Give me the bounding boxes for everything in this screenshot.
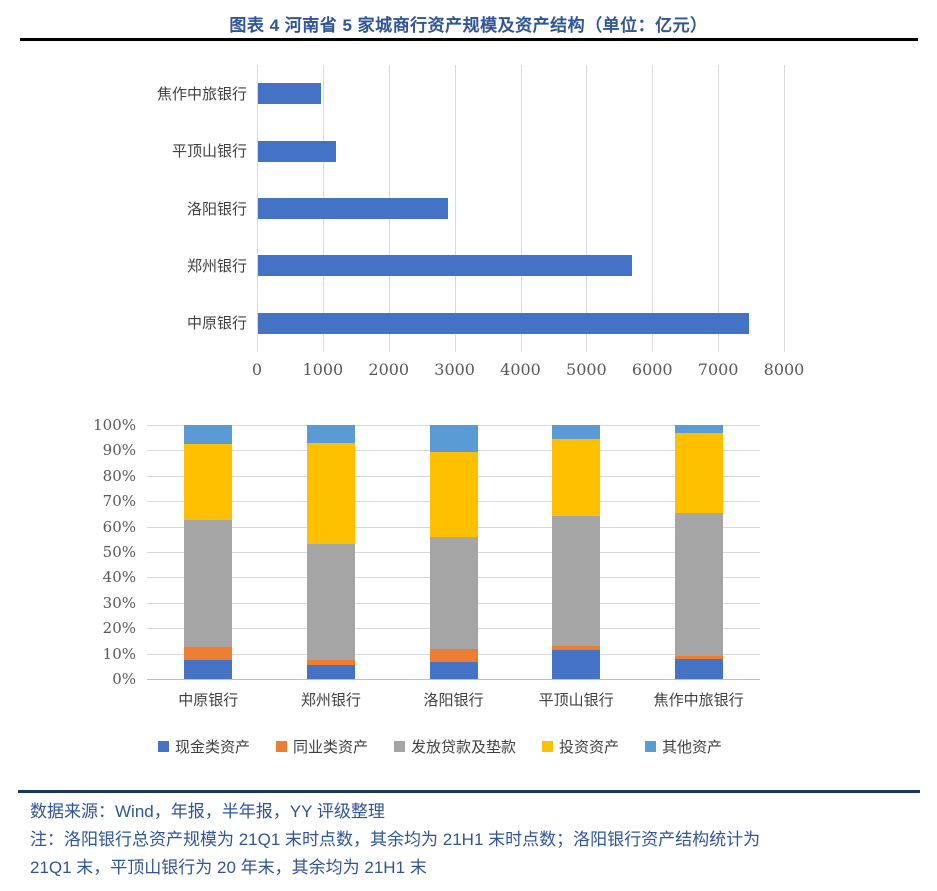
y-tick-label: 60% bbox=[102, 517, 136, 536]
stack-segment bbox=[306, 442, 355, 545]
asset-scale-bar bbox=[258, 312, 750, 334]
stack-segment bbox=[184, 647, 233, 660]
stack-segment bbox=[429, 536, 478, 649]
legend-label: 其他资产 bbox=[662, 738, 723, 756]
y-tick-label: 0% bbox=[112, 670, 136, 688]
bar-category-label: 焦作中旅银行 bbox=[156, 84, 247, 103]
footer-divider bbox=[18, 790, 920, 793]
x-gridline bbox=[652, 65, 654, 352]
stack-segment bbox=[184, 520, 233, 648]
stack-category-label: 平顶山银行 bbox=[538, 691, 614, 709]
x-tick-label: 6000 bbox=[631, 360, 673, 379]
legend-item: 投资资产 bbox=[542, 736, 619, 757]
legend-item: 同业类资产 bbox=[275, 736, 368, 757]
stack-segment bbox=[552, 649, 601, 679]
stack-category-label: 焦作中旅银行 bbox=[653, 691, 744, 709]
y-tick-label: 50% bbox=[102, 543, 136, 561]
legend-item: 其他资产 bbox=[645, 736, 722, 757]
stack-segment bbox=[674, 425, 723, 433]
x-tick-label: 4000 bbox=[500, 360, 541, 379]
stack-segment bbox=[184, 444, 233, 521]
y-tick-label: 80% bbox=[102, 466, 136, 485]
footer-note-line1: 注：洛阳银行总资产规模为 21Q1 末时点数，其余均为 21H1 末时点数；洛阳… bbox=[30, 830, 761, 849]
title-underline bbox=[20, 38, 918, 41]
y-tick-label: 30% bbox=[102, 593, 136, 612]
legend-swatch-icon bbox=[542, 741, 553, 752]
y-gridline bbox=[147, 679, 760, 680]
legend-item: 现金类资产 bbox=[157, 736, 250, 757]
bar-category-label: 平顶山银行 bbox=[171, 142, 247, 161]
footer-note-line2: 21Q1 末，平顶山银行为 20 年末，其余均为 21H1 末 bbox=[30, 858, 427, 877]
stack-category-label: 郑州银行 bbox=[300, 691, 361, 709]
footer-source: 数据来源：Wind，年报，半年报，YY 评级整理 bbox=[30, 802, 385, 821]
y-tick-label: 100% bbox=[93, 416, 136, 434]
x-gridline bbox=[586, 65, 588, 352]
y-tick-label: 70% bbox=[102, 492, 136, 511]
y-tick-label: 40% bbox=[102, 568, 136, 587]
x-gridline bbox=[718, 65, 720, 352]
bar-category-label: 郑州银行 bbox=[186, 256, 247, 275]
stack-segment bbox=[552, 645, 601, 650]
stack-segment bbox=[306, 659, 355, 666]
stack-segment bbox=[552, 516, 601, 646]
legend-label: 投资资产 bbox=[559, 738, 620, 756]
stack-segment bbox=[674, 656, 723, 659]
asset-scale-bar bbox=[258, 255, 633, 277]
bar-category-label: 中原银行 bbox=[186, 314, 247, 333]
x-tick-label: 3000 bbox=[434, 360, 475, 379]
stack-segment bbox=[306, 544, 355, 660]
stack-category-label: 洛阳银行 bbox=[423, 691, 484, 709]
x-tick-label: 5000 bbox=[566, 360, 607, 379]
stack-segment bbox=[306, 665, 355, 679]
legend: 现金类资产 同业类资产 发放贷款及垫款 投资资产 其他资产 bbox=[60, 736, 820, 757]
x-tick-label: 0 bbox=[251, 360, 263, 379]
asset-scale-bar bbox=[258, 198, 449, 219]
legend-label: 发放贷款及垫款 bbox=[410, 738, 516, 756]
bar-category-label: 洛阳银行 bbox=[186, 199, 247, 218]
stack-segment bbox=[674, 432, 723, 513]
x-tick-label: 2000 bbox=[368, 360, 410, 379]
x-gridline bbox=[454, 65, 456, 352]
x-tick-label: 7000 bbox=[697, 360, 739, 379]
asset-scale-bar bbox=[258, 83, 321, 105]
x-gridline bbox=[257, 65, 258, 352]
y-tick-label: 90% bbox=[102, 441, 136, 460]
stack-segment bbox=[429, 451, 478, 537]
x-gridline bbox=[784, 65, 785, 352]
legend-swatch-icon bbox=[275, 741, 287, 752]
stack-segment bbox=[552, 425, 601, 439]
stack-segment bbox=[429, 425, 478, 452]
legend-label: 同业类资产 bbox=[292, 738, 368, 756]
legend-item: 发放贷款及垫款 bbox=[393, 736, 516, 757]
stack-segment bbox=[552, 438, 601, 517]
legend-swatch-icon bbox=[157, 741, 169, 752]
legend-swatch-icon bbox=[645, 741, 657, 752]
stack-segment bbox=[184, 425, 233, 445]
x-tick-label: 8000 bbox=[763, 360, 805, 379]
y-tick-label: 20% bbox=[102, 619, 136, 638]
stack-segment bbox=[306, 425, 355, 443]
asset-scale-bar bbox=[258, 140, 336, 162]
legend-label: 现金类资产 bbox=[174, 738, 250, 756]
y-tick-label: 10% bbox=[102, 644, 136, 663]
stack-segment bbox=[429, 662, 478, 679]
page-title: 图表 4 河南省 5 家城商行资产规模及资产结构（单位：亿元） bbox=[229, 16, 708, 35]
stack-segment bbox=[184, 659, 233, 679]
stack-segment bbox=[674, 658, 723, 679]
x-tick-label: 1000 bbox=[302, 360, 344, 379]
stack-segment bbox=[429, 648, 478, 663]
x-gridline bbox=[520, 65, 522, 352]
stack-category-label: 中原银行 bbox=[178, 691, 239, 709]
legend-swatch-icon bbox=[393, 741, 405, 752]
stack-segment bbox=[674, 512, 723, 657]
